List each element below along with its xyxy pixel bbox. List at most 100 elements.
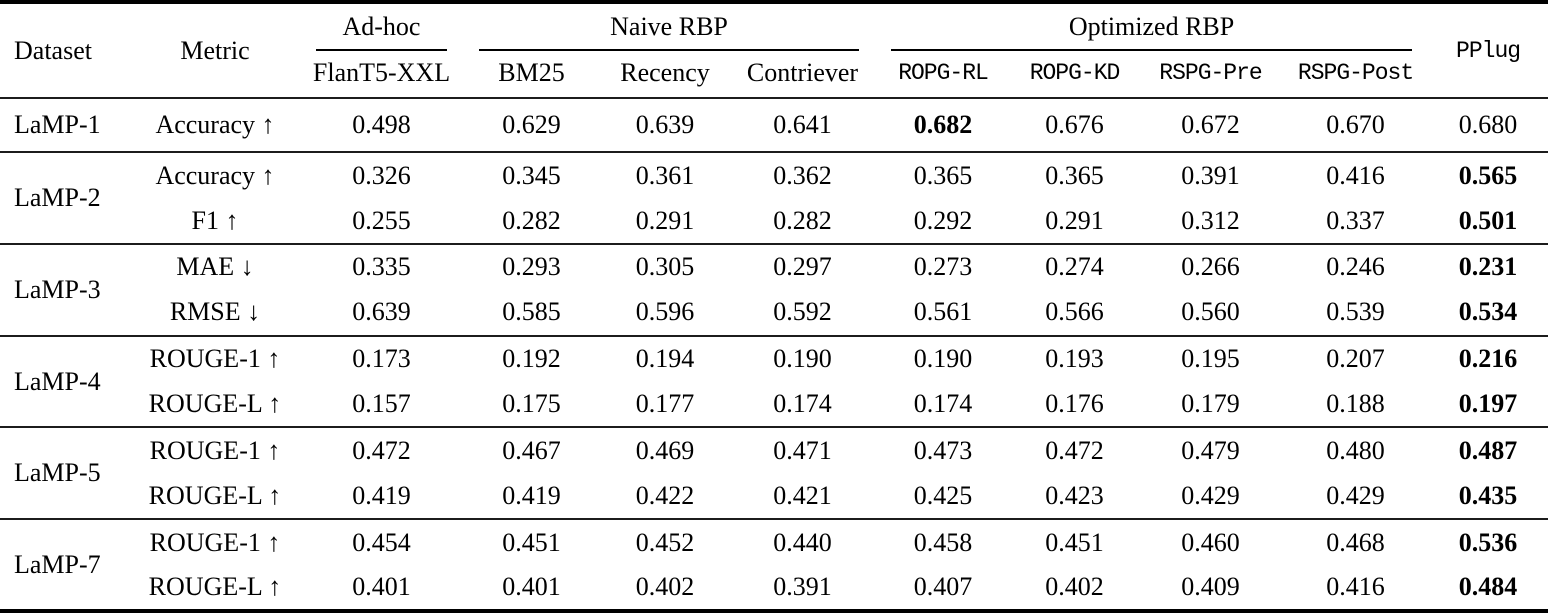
table-row: LaMP-2 Accuracy ↑ 0.326 0.345 0.361 0.36…	[0, 152, 1548, 212]
metric-label: ROUGE-1 ↑	[149, 527, 281, 557]
value-cell: 0.192	[502, 344, 561, 374]
column-header-row: FlanT5-XXL BM25 Recency Contriever ROPG-…	[0, 51, 1548, 98]
value-cell: 0.472	[352, 435, 411, 465]
value-cell: 0.291	[1045, 205, 1104, 235]
value-cell: 0.207	[1326, 344, 1385, 374]
value-cell: 0.480	[1326, 435, 1385, 465]
value-cell: 0.460	[1181, 527, 1240, 557]
table-row: RMSE ↓ 0.639 0.585 0.596 0.592 0.561 0.5…	[0, 290, 1548, 336]
value-cell: 0.596	[635, 297, 695, 327]
value-cell: 0.246	[1326, 252, 1385, 282]
metric-label: Accuracy ↑	[155, 160, 275, 190]
value-cell: 0.676	[1045, 110, 1104, 140]
metric-label: RMSE ↓	[169, 297, 261, 327]
dataset-label: LaMP-7	[14, 549, 101, 579]
value-cell-best: 0.216	[1458, 344, 1518, 374]
value-cell: 0.585	[502, 297, 561, 327]
value-cell: 0.454	[352, 527, 411, 557]
metric-label: ROUGE-L ↑	[148, 480, 282, 510]
value-cell: 0.391	[1181, 160, 1240, 190]
value-cell: 0.498	[352, 110, 411, 140]
value-cell: 0.639	[352, 297, 411, 327]
value-cell-best: 0.435	[1458, 480, 1518, 510]
value-cell: 0.266	[1181, 252, 1240, 282]
value-cell: 0.452	[635, 527, 695, 557]
metric-label: F1 ↑	[191, 205, 239, 235]
col-header-contriever: Contriever	[746, 58, 859, 87]
value-cell: 0.561	[913, 297, 973, 327]
table-row: LaMP-3 MAE ↓ 0.335 0.293 0.305 0.297 0.2…	[0, 243, 1548, 304]
value-cell: 0.416	[1326, 160, 1385, 190]
dataset-label: LaMP-3	[14, 274, 101, 304]
value-cell: 0.440	[773, 527, 832, 557]
value-cell: 0.422	[635, 480, 695, 510]
value-cell: 0.190	[773, 344, 832, 374]
metric-label: Accuracy ↑	[155, 110, 275, 140]
table-row: LaMP-1 Accuracy ↑ 0.498 0.629 0.639 0.64…	[0, 98, 1548, 152]
value-cell: 0.560	[1181, 297, 1240, 327]
value-cell: 0.402	[1045, 572, 1104, 602]
value-cell-best: 0.682	[913, 110, 973, 140]
value-cell-best: 0.487	[1458, 435, 1518, 465]
value-cell: 0.361	[635, 160, 695, 190]
value-cell: 0.423	[1045, 480, 1104, 510]
col-group-naive-rbp: Naive RBP	[463, 2, 875, 51]
value-cell: 0.629	[502, 110, 561, 140]
value-cell: 0.188	[1326, 389, 1385, 419]
metric-label: ROUGE-L ↑	[148, 389, 282, 419]
value-cell: 0.451	[502, 527, 561, 557]
col-group-optimized-rbp: Optimized RBP	[875, 2, 1428, 51]
value-cell: 0.468	[1326, 527, 1385, 557]
value-cell: 0.345	[502, 160, 561, 190]
col-header-flant5-xxl: FlanT5-XXL	[312, 58, 451, 87]
col-header-metric: Metric	[180, 35, 250, 65]
value-cell: 0.291	[635, 205, 695, 235]
value-cell: 0.293	[502, 252, 561, 282]
col-header-ropg-rl: ROPG-RL	[898, 60, 989, 86]
value-cell: 0.425	[913, 480, 973, 510]
col-group-naive-rbp-label: Naive RBP	[479, 12, 860, 51]
metric-label: MAE ↓	[176, 252, 254, 282]
value-cell: 0.335	[352, 252, 411, 282]
value-cell: 0.292	[913, 205, 973, 235]
value-cell: 0.326	[352, 160, 411, 190]
value-cell: 0.672	[1181, 110, 1240, 140]
metric-label: ROUGE-1 ↑	[149, 435, 281, 465]
table-row: LaMP-7 ROUGE-1 ↑ 0.454 0.451 0.452 0.440…	[0, 519, 1548, 579]
value-cell: 0.469	[635, 435, 695, 465]
value-cell: 0.421	[773, 480, 832, 510]
value-cell-best: 0.534	[1458, 297, 1518, 327]
value-cell: 0.539	[1326, 297, 1385, 327]
col-header-ropg-kd: ROPG-KD	[1029, 60, 1121, 86]
value-cell: 0.458	[913, 527, 973, 557]
table-row: LaMP-5 ROUGE-1 ↑ 0.472 0.467 0.469 0.471…	[0, 427, 1548, 487]
value-cell: 0.419	[352, 480, 411, 510]
value-cell: 0.255	[352, 205, 411, 235]
value-cell: 0.177	[635, 389, 695, 419]
value-cell: 0.179	[1181, 389, 1240, 419]
value-cell: 0.401	[502, 572, 561, 602]
metric-label: ROUGE-L ↑	[148, 572, 282, 602]
col-header-pplug: PPlug	[1456, 37, 1521, 64]
table-row: LaMP-4 ROUGE-1 ↑ 0.173 0.192 0.194 0.190…	[0, 335, 1548, 396]
table-row: ROUGE-L ↑ 0.419 0.419 0.422 0.421 0.425 …	[0, 473, 1548, 519]
value-cell: 0.429	[1326, 480, 1385, 510]
value-cell: 0.194	[635, 344, 695, 374]
value-cell: 0.429	[1181, 480, 1240, 510]
col-group-optimized-rbp-label: Optimized RBP	[891, 12, 1413, 51]
value-cell: 0.409	[1181, 572, 1240, 602]
value-cell: 0.472	[1045, 435, 1104, 465]
value-cell: 0.391	[773, 572, 832, 602]
value-cell: 0.419	[502, 480, 561, 510]
col-header-dataset: Dataset	[14, 35, 92, 65]
value-cell: 0.297	[773, 252, 832, 282]
dataset-label: LaMP-2	[14, 183, 101, 213]
dataset-label: LaMP-4	[14, 366, 101, 396]
table-row: F1 ↑ 0.255 0.282 0.291 0.282 0.292 0.291…	[0, 198, 1548, 244]
value-cell: 0.451	[1045, 527, 1104, 557]
value-cell-best: 0.197	[1458, 389, 1518, 419]
metric-label: ROUGE-1 ↑	[149, 344, 281, 374]
value-cell: 0.566	[1045, 297, 1104, 327]
value-cell: 0.337	[1326, 205, 1385, 235]
value-cell: 0.402	[635, 572, 695, 602]
